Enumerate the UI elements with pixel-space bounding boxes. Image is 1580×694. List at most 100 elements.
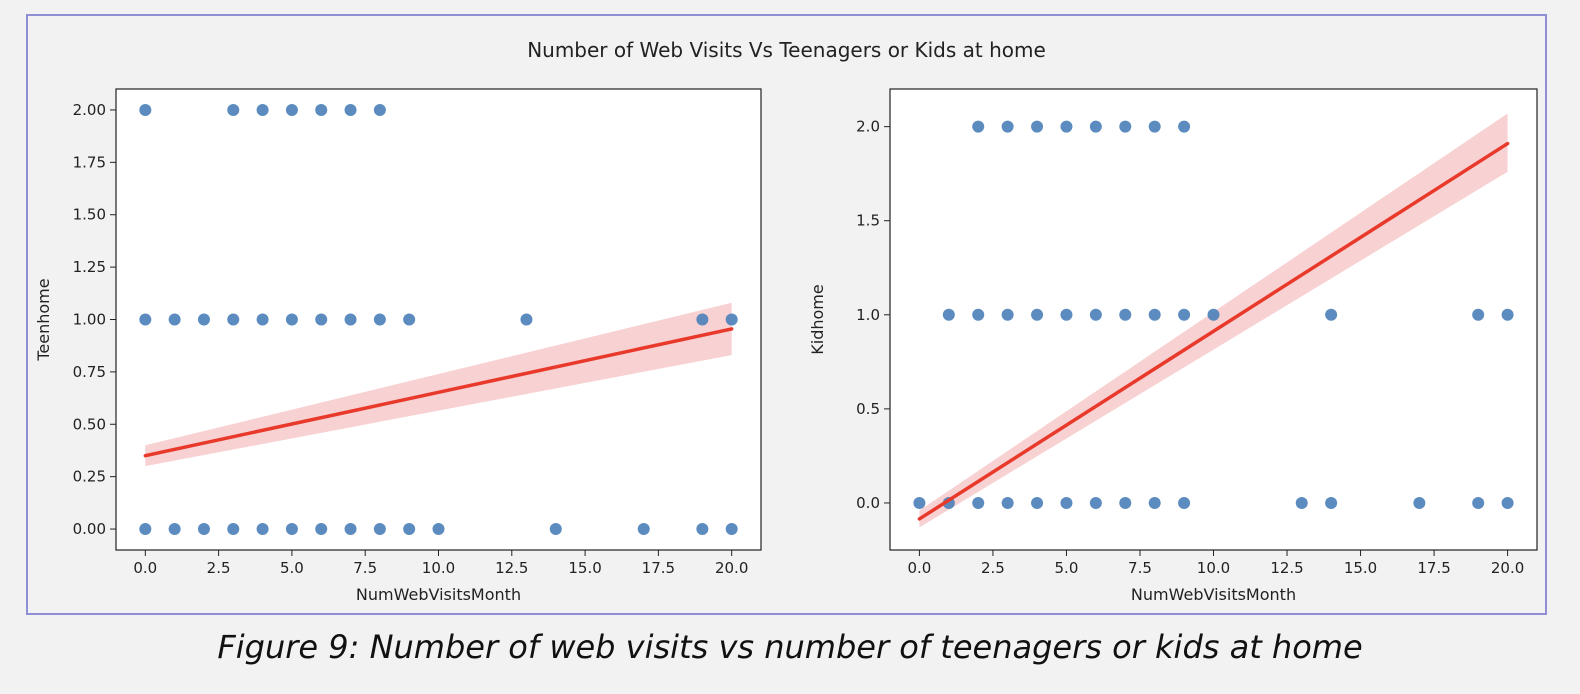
scatter-point — [168, 313, 181, 326]
x-axis-label: NumWebVisitsMonth — [1131, 585, 1296, 604]
scatter-point — [1148, 120, 1161, 133]
y-axis-label: Kidhome — [808, 284, 827, 354]
scatter-point — [1001, 308, 1014, 321]
scatter-point — [520, 313, 533, 326]
scatter-point — [285, 103, 298, 116]
scatter-point — [1178, 120, 1191, 133]
scatter-point — [1060, 120, 1073, 133]
scatter-point — [1325, 496, 1338, 509]
y-tick-label: 0.75 — [73, 363, 106, 381]
scatter-point — [1472, 496, 1485, 509]
scatter-point — [1207, 308, 1220, 321]
x-tick-label: 0.0 — [907, 559, 931, 577]
scatter-point — [1501, 496, 1514, 509]
x-tick-label: 20.0 — [715, 559, 748, 577]
scatter-point — [913, 496, 926, 509]
scatter-point — [197, 523, 210, 536]
scatter-point — [725, 313, 738, 326]
x-tick-label: 15.0 — [1344, 559, 1377, 577]
scatter-point — [696, 523, 709, 536]
scatter-point — [1031, 496, 1044, 509]
scatter-point — [942, 308, 955, 321]
scatter-point — [256, 103, 269, 116]
scatter-point — [139, 103, 152, 116]
y-tick-label: 2.0 — [856, 118, 880, 136]
y-tick-label: 1.5 — [856, 212, 880, 230]
x-tick-label: 17.5 — [1417, 559, 1450, 577]
y-tick-label: 1.00 — [73, 311, 106, 329]
y-tick-label: 0.5 — [856, 400, 880, 418]
plot-area — [115, 88, 762, 551]
x-tick-label: 15.0 — [568, 559, 601, 577]
x-axis-label: NumWebVisitsMonth — [356, 585, 521, 604]
scatter-points — [913, 120, 1514, 509]
scatter-point — [1119, 496, 1132, 509]
regression-line — [143, 327, 734, 458]
scatter-point — [432, 523, 445, 536]
scatter-point — [1413, 496, 1426, 509]
scatter-point — [549, 523, 562, 536]
scatter-point — [696, 313, 709, 326]
x-tick-label: 10.0 — [422, 559, 455, 577]
scatter-points — [139, 103, 738, 536]
figure-caption: Figure 9: Number of web visits vs number… — [217, 628, 1363, 666]
scatter-point — [403, 523, 416, 536]
scatter-point — [1031, 120, 1044, 133]
x-tick-label: 17.5 — [642, 559, 675, 577]
x-tick-label: 2.5 — [981, 559, 1005, 577]
scatter-point — [197, 313, 210, 326]
y-tick-label: 2.00 — [73, 101, 106, 119]
x-tick-label: 12.5 — [495, 559, 528, 577]
x-tick-label: 2.5 — [207, 559, 231, 577]
scatter-point — [1001, 496, 1014, 509]
y-tick-label: 0.50 — [73, 415, 106, 433]
scatter-point — [168, 523, 181, 536]
scatter-point — [725, 523, 738, 536]
scatter-point — [373, 313, 386, 326]
scatter-point — [1089, 120, 1102, 133]
y-tick-label: 0.25 — [73, 468, 106, 486]
scatter-point — [1089, 496, 1102, 509]
x-tick-label: 5.0 — [280, 559, 304, 577]
y-tick-label: 1.25 — [73, 258, 106, 276]
scatter-point — [1060, 496, 1073, 509]
scatter-point — [1001, 120, 1014, 133]
y-axis-label: Teenhome — [34, 278, 53, 361]
scatter-point — [1089, 308, 1102, 321]
x-tick-label: 5.0 — [1055, 559, 1079, 577]
x-tick-label: 20.0 — [1491, 559, 1524, 577]
scatter-point — [285, 523, 298, 536]
x-tick-label: 10.0 — [1197, 559, 1230, 577]
scatter-point — [1148, 308, 1161, 321]
scatter-point — [344, 103, 357, 116]
scatter-point — [1060, 308, 1073, 321]
scatter-point — [285, 313, 298, 326]
scatter-point — [1031, 308, 1044, 321]
x-tick-label: 12.5 — [1270, 559, 1303, 577]
y-tick-label: 1.75 — [73, 153, 106, 171]
y-tick-label: 1.50 — [73, 206, 106, 224]
scatter-point — [344, 523, 357, 536]
scatter-point — [1472, 308, 1485, 321]
scatter-point — [373, 103, 386, 116]
y-tick-label: 0.00 — [73, 520, 106, 538]
x-tick-label: 0.0 — [133, 559, 157, 577]
scatter-point — [256, 523, 269, 536]
scatter-point — [227, 523, 240, 536]
scatter-point — [1119, 308, 1132, 321]
scatter-point — [315, 313, 328, 326]
scatter-point — [972, 308, 985, 321]
x-tick-label: 7.5 — [353, 559, 377, 577]
figure-suptitle: Number of Web Visits Vs Teenagers or Kid… — [527, 38, 1046, 62]
scatter-point — [1178, 496, 1191, 509]
scatter-point — [139, 313, 152, 326]
scatter-point — [315, 523, 328, 536]
scatter-point — [1501, 308, 1514, 321]
scatter-point — [1178, 308, 1191, 321]
scatter-point — [972, 496, 985, 509]
scatter-point — [1148, 496, 1161, 509]
scatter-point — [139, 523, 152, 536]
scatter-point — [227, 313, 240, 326]
